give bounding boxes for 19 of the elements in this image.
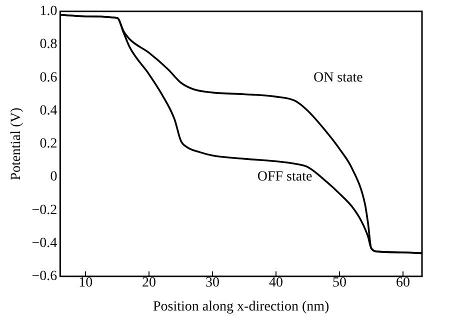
y-tick-label: −0.2	[32, 202, 58, 218]
y-tick-label: 1.0	[40, 4, 58, 20]
x-tick-label: 40	[269, 275, 284, 290]
x-tick-label: 20	[142, 275, 156, 290]
y-tick-label: −0.6	[32, 269, 58, 284]
x-axis-title: Position along x-direction (nm)	[153, 299, 330, 314]
y-tick-label: 0.4	[40, 103, 58, 118]
annotation: OFF state	[257, 170, 312, 185]
x-tick-label: 10	[78, 275, 93, 290]
y-tick-label: 0.6	[40, 70, 58, 86]
x-tick-label: 30	[206, 275, 220, 290]
y-axis-title: Potential (V)	[9, 107, 24, 180]
annotation: ON state	[313, 70, 363, 86]
x-tick-label: 50	[332, 275, 346, 290]
x-tick-label: 60	[396, 275, 410, 290]
y-tick-label: 0	[50, 170, 58, 185]
y-tick-label: −0.4	[32, 236, 58, 251]
y-tick-label: 0.8	[40, 37, 58, 52]
y-tick-label: 0.2	[40, 136, 58, 152]
